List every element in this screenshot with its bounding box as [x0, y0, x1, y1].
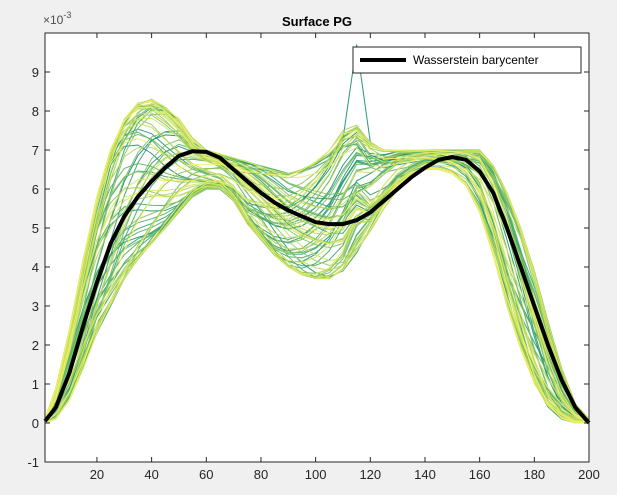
x-tick-label: 80 — [254, 467, 268, 482]
y-axis: -1 0 1 2 3 4 5 6 7 8 9 — [27, 65, 589, 470]
background-curve — [44, 110, 590, 424]
legend[interactable]: Wasserstein barycenter — [352, 46, 582, 74]
background-curve — [44, 149, 590, 423]
background-curve — [44, 133, 590, 424]
background-curve — [44, 128, 590, 424]
x-tick-label: 200 — [578, 467, 600, 482]
legend-label: Wasserstein barycenter — [413, 53, 539, 67]
x-axis: 20 40 60 80 100 120 140 160 180 200 — [90, 33, 600, 482]
x-tick-label: 160 — [469, 467, 491, 482]
background-curve — [44, 130, 589, 424]
background-curves — [44, 44, 590, 424]
x-tick-label: 40 — [144, 467, 158, 482]
axes-border — [44, 32, 590, 463]
barycenter-series — [43, 149, 591, 425]
x-tick-label: 60 — [199, 467, 213, 482]
y-exponent-power: -3 — [63, 10, 71, 20]
background-curve — [44, 130, 590, 424]
y-tick-label: 5 — [32, 221, 39, 236]
background-curve — [44, 134, 590, 423]
background-curve — [44, 138, 590, 421]
y-tick-label: 1 — [32, 377, 39, 392]
y-tick-label: 0 — [32, 416, 39, 431]
y-tick-label: 2 — [32, 338, 39, 353]
svg-text:×10-3: ×10-3 — [43, 10, 71, 27]
axes-frame — [44, 32, 590, 463]
y-tick-label: 7 — [32, 143, 39, 158]
y-tick-label: 8 — [32, 104, 39, 119]
background-curve — [44, 131, 590, 424]
y-tick-label: 9 — [32, 65, 39, 80]
background-curve — [44, 99, 590, 422]
x-tick-label: 140 — [414, 467, 436, 482]
y-exponent-base: ×10 — [43, 13, 64, 27]
barycenter-line — [43, 149, 591, 425]
x-tick-label: 180 — [523, 467, 545, 482]
background-curve — [44, 146, 590, 422]
chart-title: Surface PG — [282, 14, 352, 29]
y-tick-label: 4 — [32, 260, 39, 275]
x-tick-label: 120 — [359, 467, 381, 482]
background-curve — [44, 152, 590, 423]
y-tick-label: -1 — [27, 455, 39, 470]
x-tick-label: 20 — [90, 467, 104, 482]
y-tick-label: 3 — [32, 299, 39, 314]
y-exponent-label: ×10-3 — [43, 10, 71, 27]
y-tick-label: 6 — [32, 182, 39, 197]
x-tick-label: 100 — [305, 467, 327, 482]
